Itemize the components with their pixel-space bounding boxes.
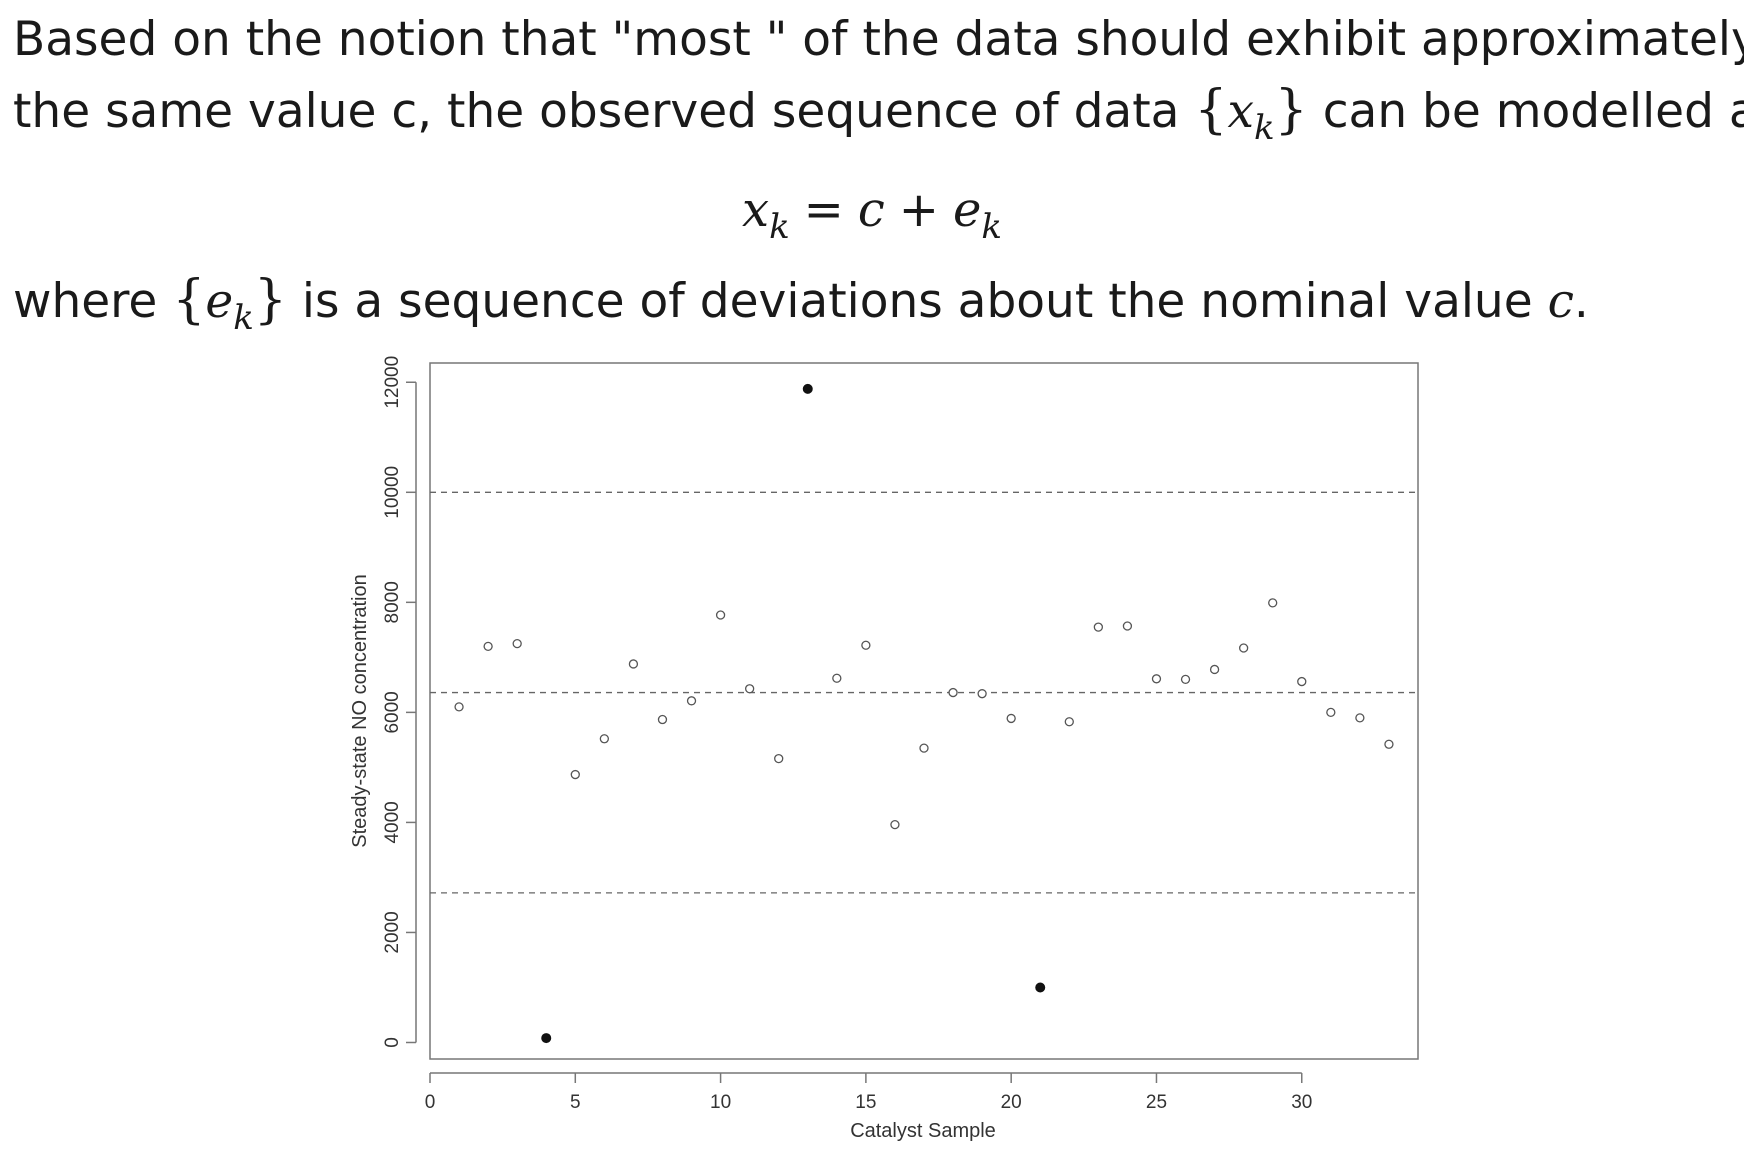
data-point	[1006, 713, 1016, 724]
paragraph-line-2-lead: the same value c, the observed sequence …	[13, 84, 1180, 139]
data-point	[890, 819, 900, 830]
data-point	[1384, 739, 1394, 749]
x-axis-label: Catalyst Sample	[850, 1120, 996, 1142]
data-point	[948, 687, 958, 698]
data-point	[977, 689, 987, 699]
display-equation: xk = c + ek	[0, 175, 1744, 250]
data-point	[1064, 717, 1074, 727]
data-point	[686, 696, 697, 706]
data-point	[483, 641, 493, 652]
x-tick-label: 5	[570, 1092, 581, 1113]
y-tick-label: 12000	[382, 356, 403, 409]
data-point	[628, 659, 639, 669]
equation-equals: =	[803, 182, 844, 238]
sequence-brace-close: }	[1274, 80, 1308, 140]
axes: 0 5 10 15 20 25 30 0 2000 4000 6000 8000 10000 12000	[382, 356, 1312, 1113]
paragraph-line-1: Based on the notion that "most " of the …	[13, 5, 1744, 75]
equation-plus: +	[898, 182, 939, 238]
deviation-brace-open: {	[172, 270, 206, 330]
paragraph-line-3-middle: is a sequence of deviations about the no…	[301, 274, 1533, 329]
paragraph-line-2-tail: can be modelled as	[1322, 84, 1744, 139]
data-point	[512, 638, 522, 649]
reference-lines	[430, 491, 1418, 894]
plot-frame	[429, 362, 1419, 1060]
y-tick-label: 10000	[382, 466, 403, 519]
data-point	[599, 734, 610, 744]
equation-error-e: e	[953, 182, 982, 238]
paragraph-line-2: the same value c, the observed sequence …	[13, 75, 1744, 151]
data-points	[454, 383, 1394, 1044]
x-tick-label: 25	[1146, 1092, 1167, 1113]
sequence-subscript-k: k	[1254, 108, 1275, 148]
data-point	[657, 714, 668, 725]
sequence-variable-x: x	[1227, 84, 1255, 139]
data-point	[1209, 664, 1220, 675]
y-tick-label: 4000	[382, 801, 403, 843]
equation-error-subscript: k	[981, 207, 1003, 247]
deviation-subscript-k: k	[233, 298, 254, 338]
data-point	[715, 610, 726, 620]
y-tick-label: 2000	[382, 911, 403, 953]
paragraph-line-3-lead: where	[13, 274, 158, 329]
data-point	[1326, 707, 1336, 718]
outlier-point	[802, 383, 813, 394]
data-point	[1093, 622, 1104, 632]
data-point	[1355, 713, 1365, 723]
paragraph-line-3-period: .	[1573, 274, 1589, 329]
y-tick-label: 6000	[382, 691, 403, 733]
data-point	[744, 684, 755, 694]
y-tick-label: 8000	[382, 581, 403, 623]
y-axis-label: Steady-state NO concentration	[349, 574, 371, 847]
data-point	[1297, 676, 1307, 687]
x-tick-label: 10	[710, 1092, 731, 1113]
y-tick-label: 0	[382, 1037, 403, 1048]
data-point	[454, 702, 464, 712]
outlier-point	[1035, 982, 1046, 993]
deviation-variable-e: e	[205, 274, 234, 329]
equation-constant-c: c	[857, 182, 885, 238]
outlier-point	[541, 1033, 552, 1044]
x-tick-label: 15	[855, 1092, 876, 1113]
x-tick-label: 20	[1001, 1092, 1022, 1113]
data-point	[832, 673, 842, 683]
equation-lhs-x: x	[741, 182, 770, 238]
equation-lhs-subscript: k	[769, 207, 790, 247]
data-point	[1180, 674, 1191, 685]
data-point	[1268, 598, 1278, 608]
data-point	[774, 753, 784, 764]
data-point	[570, 769, 580, 780]
nominal-value-c: c	[1547, 274, 1574, 329]
data-point	[1151, 674, 1162, 684]
data-point	[1122, 621, 1133, 631]
sequence-brace-open: {	[1194, 80, 1228, 140]
x-tick-label: 30	[1291, 1092, 1312, 1113]
paragraph-line-1-text: Based on the notion that "most " of the …	[13, 12, 1744, 67]
data-point	[919, 743, 929, 753]
data-point	[1238, 643, 1249, 653]
deviation-brace-close: }	[253, 270, 287, 330]
paragraph-line-3: where {ek} is a sequence of deviations a…	[13, 265, 1589, 341]
x-tick-label: 0	[425, 1092, 436, 1113]
data-point	[861, 640, 871, 650]
